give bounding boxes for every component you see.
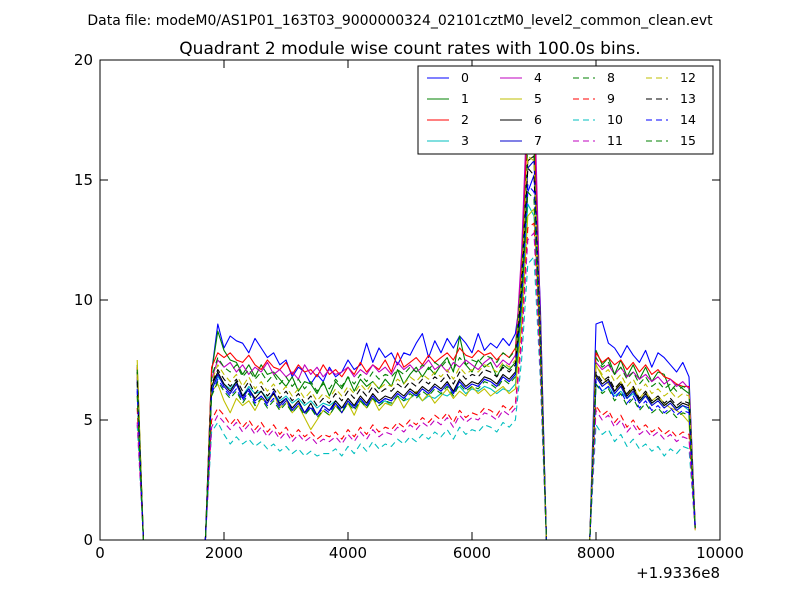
plot-lines	[136, 78, 696, 541]
legend-label-4: 4	[534, 70, 542, 85]
legend-label-0: 0	[461, 70, 469, 85]
x-tick-label: 0	[95, 544, 105, 562]
legend-label-9: 9	[607, 91, 615, 106]
x-tick-label: 6000	[453, 544, 491, 562]
legend-label-3: 3	[461, 133, 469, 148]
series-line-11	[136, 232, 696, 541]
chart-title: Quadrant 2 module wise count rates with …	[179, 39, 640, 59]
x-tick-label: 8000	[577, 544, 615, 562]
chart-suptitle: Data file: modeM0/AS1P01_163T03_90000003…	[87, 13, 713, 29]
x-tick-label: 2000	[205, 544, 243, 562]
series-line-9	[136, 222, 696, 541]
legend-label-14: 14	[680, 112, 696, 127]
legend-label-6: 6	[534, 112, 542, 127]
legend-label-12: 12	[680, 70, 696, 85]
legend-label-13: 13	[680, 91, 696, 106]
legend-box	[417, 65, 714, 155]
series-line-2	[136, 112, 696, 541]
series-line-7	[136, 160, 696, 541]
legend-label-1: 1	[461, 91, 469, 106]
x-tick-label: 10000	[696, 544, 744, 562]
y-tick-label: 5	[83, 411, 93, 429]
x-tick-label: 4000	[329, 544, 367, 562]
y-tick-label: 20	[74, 51, 93, 69]
y-tick-label: 15	[74, 171, 93, 189]
series-line-8	[136, 143, 696, 541]
series-line-15	[136, 191, 696, 541]
legend-label-11: 11	[607, 133, 623, 148]
x-offset-label: +1.9336e8	[636, 564, 720, 582]
series-line-0	[136, 174, 696, 541]
series-line-10	[136, 256, 696, 541]
y-tick-label: 0	[83, 531, 93, 549]
series-line-1	[136, 95, 696, 541]
series-line-12	[136, 155, 696, 541]
series-line-6	[136, 155, 696, 541]
legend-label-7: 7	[534, 133, 542, 148]
legend-label-15: 15	[680, 133, 696, 148]
legend-label-2: 2	[461, 112, 469, 127]
series-line-13	[136, 167, 696, 541]
legend-label-5: 5	[534, 91, 542, 106]
legend-label-10: 10	[607, 112, 623, 127]
legend-label-8: 8	[607, 70, 615, 85]
series-line-5	[136, 208, 696, 541]
y-tick-label: 10	[74, 291, 93, 309]
